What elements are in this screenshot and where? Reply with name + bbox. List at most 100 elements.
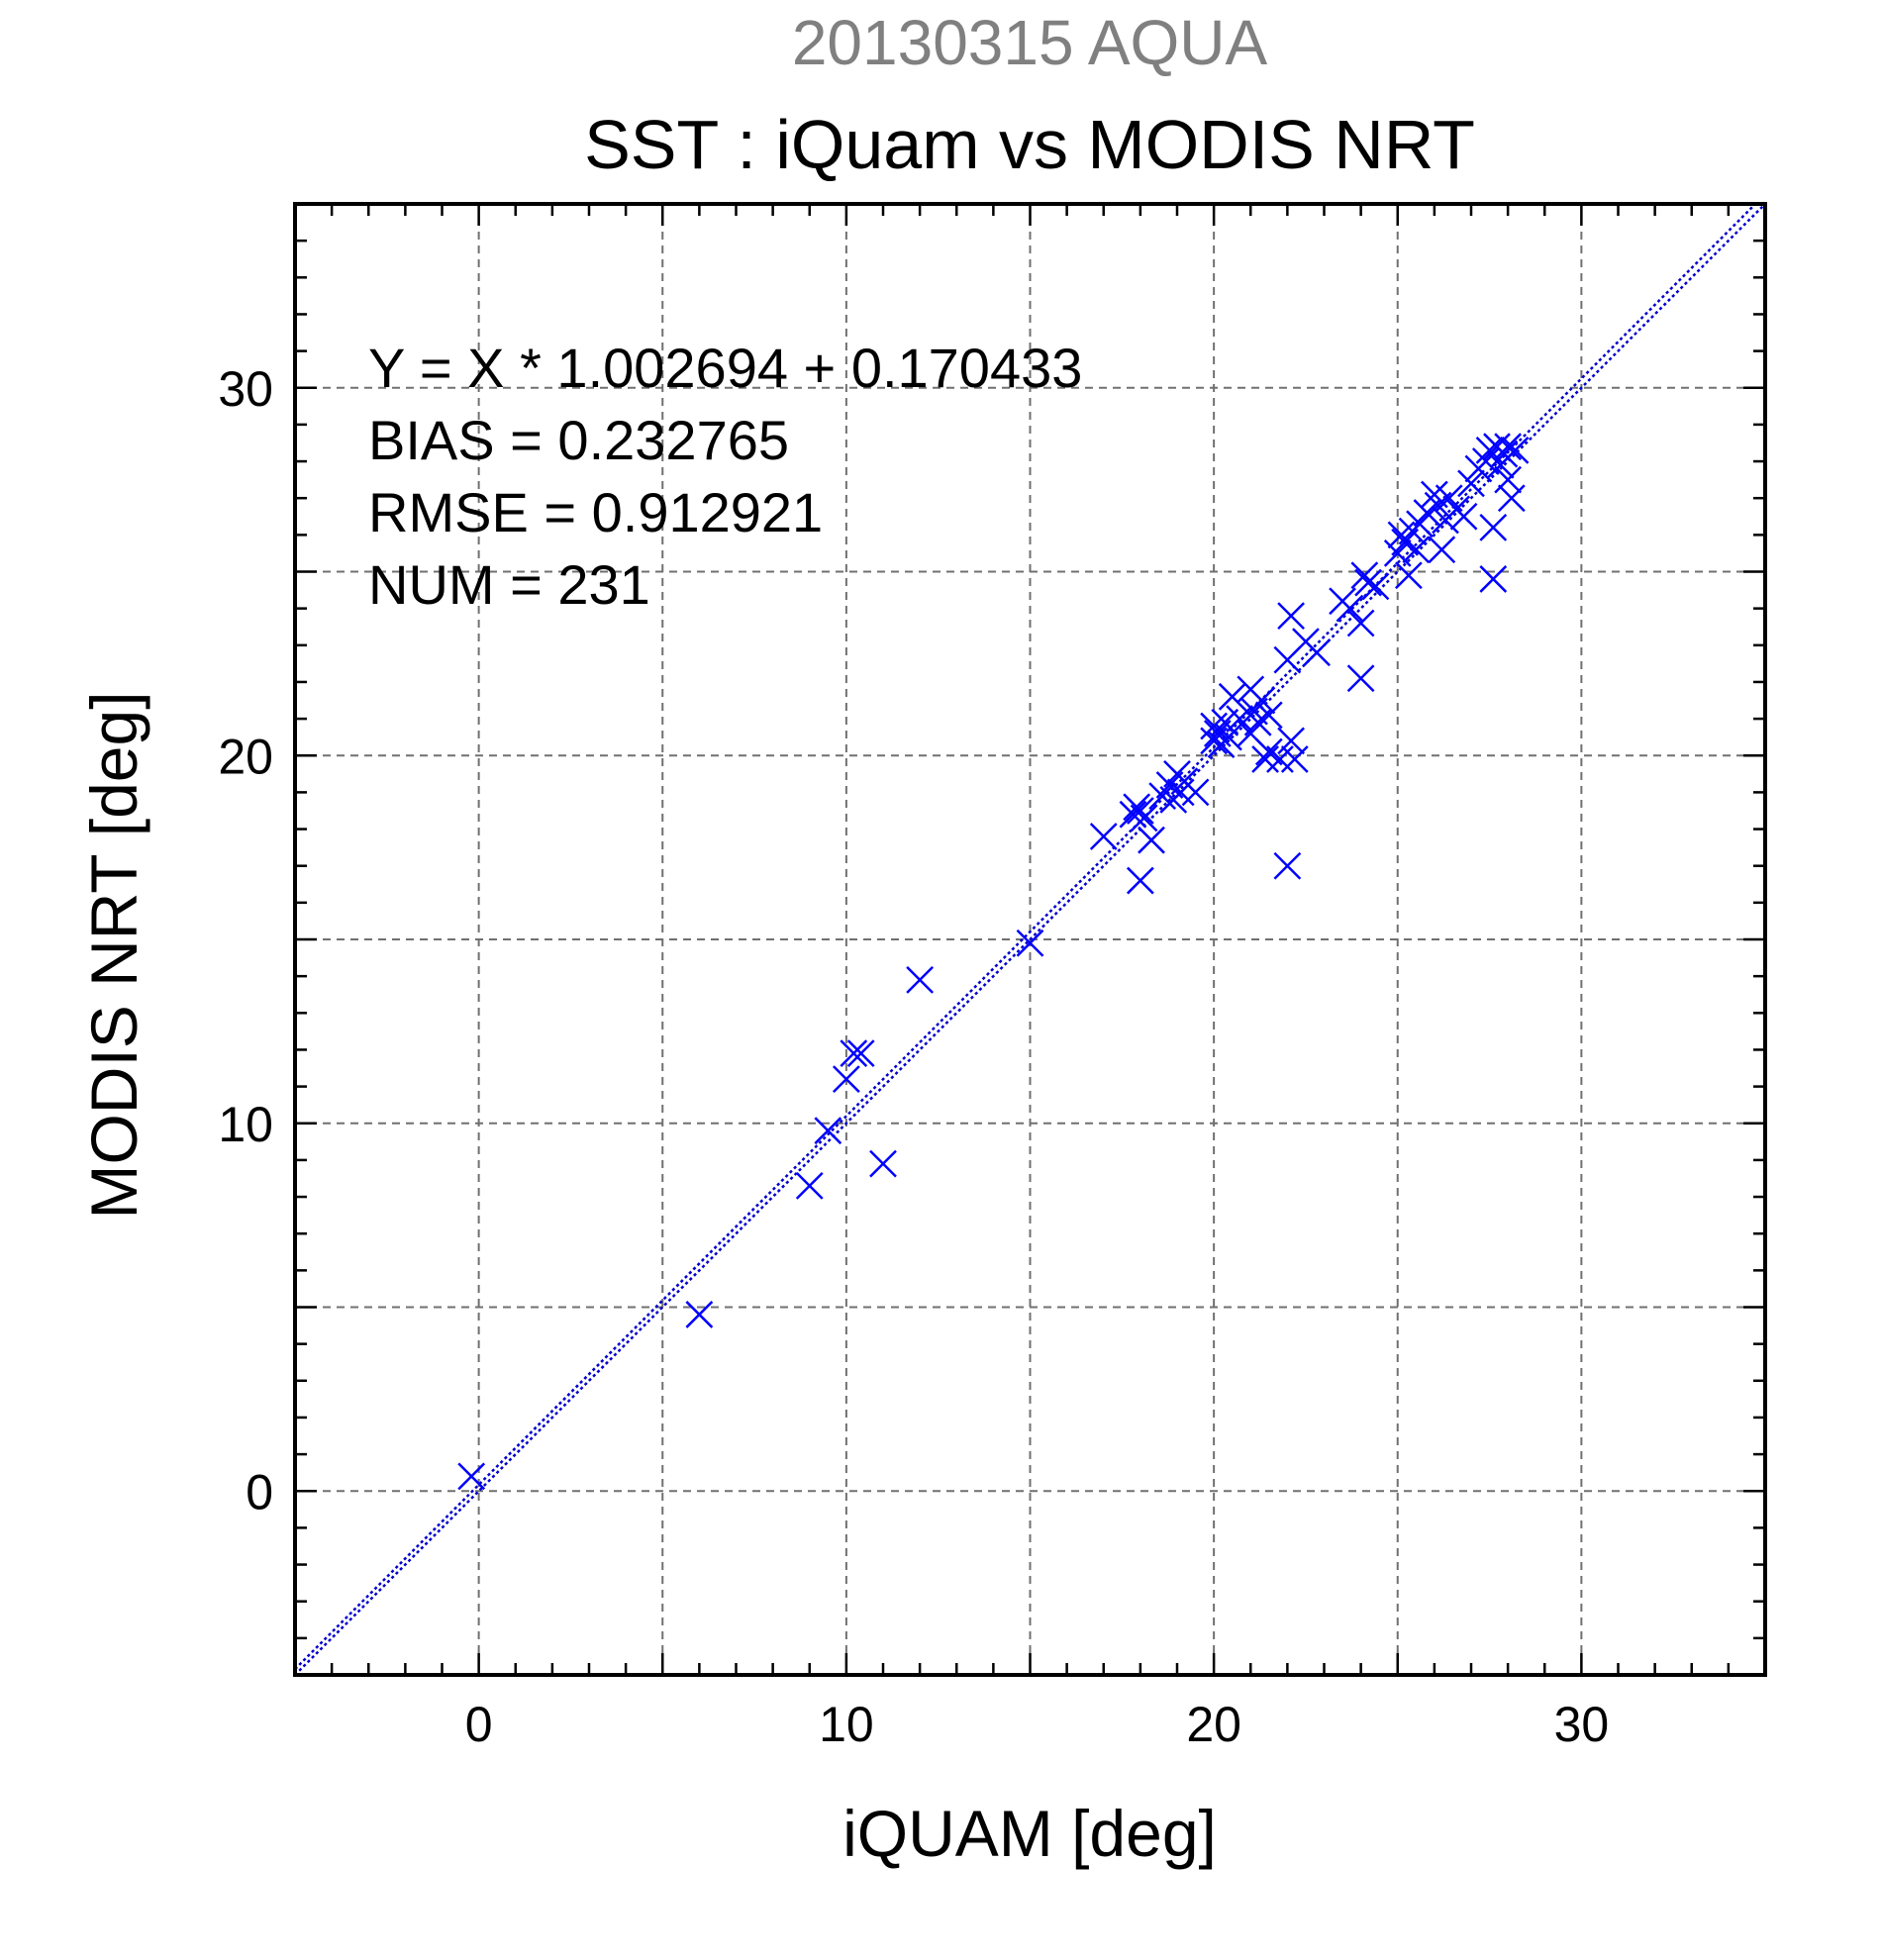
tick-labels: 0 10 20 30 0 10 20 30	[218, 361, 1609, 1752]
data-point-stroke	[1247, 686, 1276, 715]
data-point-stroke	[1402, 536, 1431, 564]
data-point-stroke	[1420, 480, 1448, 509]
data-point	[1226, 705, 1253, 733]
y-tick-label: 10	[218, 1097, 273, 1152]
data-point	[1479, 565, 1508, 593]
data-point-stroke	[1126, 866, 1154, 895]
data-point	[1218, 682, 1246, 711]
data-point	[1089, 823, 1118, 850]
y-tick-label: 0	[246, 1464, 273, 1519]
data-point	[1303, 638, 1331, 667]
data-point-stroke	[1126, 797, 1154, 825]
data-point	[1119, 800, 1147, 829]
data-point	[1126, 797, 1154, 825]
data-point-stroke	[1501, 437, 1530, 464]
data-point-stroke	[685, 1301, 714, 1328]
data-point-stroke	[869, 1149, 897, 1178]
data-point	[1501, 437, 1530, 464]
data-point-stroke	[1479, 565, 1508, 593]
data-point-stroke	[1428, 536, 1456, 564]
data-point	[1277, 602, 1305, 630]
data-point-stroke	[1449, 502, 1478, 531]
x-tick-label: 10	[819, 1697, 874, 1752]
data-point	[1361, 572, 1390, 601]
data-point-stroke	[1361, 572, 1390, 601]
data-point	[1346, 609, 1375, 637]
data-point-stroke	[1354, 568, 1382, 597]
data-point-stroke	[1277, 602, 1305, 630]
chart-title: 20130315 AQUA	[792, 7, 1268, 78]
data-point	[1395, 561, 1423, 590]
data-point-stroke	[1387, 521, 1416, 549]
data-point	[1181, 778, 1210, 807]
data-point-stroke	[1254, 737, 1283, 766]
data-point-stroke	[1395, 561, 1423, 590]
y-tick-label: 20	[218, 729, 273, 784]
x-tick-label: 30	[1554, 1697, 1610, 1752]
data-point-stroke	[1119, 800, 1147, 829]
data-point	[1200, 712, 1229, 740]
data-points	[457, 433, 1530, 1491]
data-point	[1130, 804, 1158, 833]
data-point	[1402, 536, 1431, 564]
data-point-stroke	[457, 1462, 486, 1491]
data-point-stroke	[1016, 929, 1044, 957]
data-point-stroke	[1226, 705, 1253, 733]
chart-subtitle: SST : iQuam vs MODIS NRT	[584, 106, 1475, 183]
data-point-stroke	[846, 1039, 875, 1068]
x-tick-label: 20	[1186, 1697, 1241, 1752]
data-point	[840, 1039, 868, 1068]
data-point	[457, 1462, 486, 1491]
data-point-stroke	[1475, 437, 1504, 464]
data-point	[1457, 469, 1485, 498]
data-point-stroke	[795, 1172, 824, 1200]
data-point	[1428, 536, 1456, 564]
data-point-stroke	[1471, 447, 1500, 475]
data-point-stroke	[832, 1065, 860, 1094]
data-point	[1266, 745, 1294, 773]
data-point	[814, 1117, 842, 1145]
data-point-stroke	[1266, 745, 1294, 773]
data-point-stroke	[814, 1117, 842, 1145]
data-point	[1346, 664, 1375, 693]
data-point-stroke	[1479, 514, 1508, 541]
data-point	[685, 1301, 714, 1328]
data-point-stroke	[1166, 778, 1195, 807]
data-point-stroke	[1277, 727, 1305, 755]
fit-equation-label: Y = X * 1.002694 + 0.170433	[368, 337, 1082, 399]
plot-frame	[293, 202, 1767, 1677]
y-axis-label: MODIS NRT [deg]	[77, 691, 150, 1219]
data-point-stroke	[1346, 664, 1375, 693]
data-point-stroke	[1435, 484, 1463, 513]
data-point-stroke	[1251, 745, 1279, 773]
data-point	[1138, 826, 1165, 854]
data-point	[1254, 701, 1283, 730]
data-point-stroke	[906, 965, 935, 994]
data-point-stroke	[1336, 594, 1364, 623]
data-point	[1494, 465, 1523, 494]
x-tick-label: 0	[465, 1697, 493, 1752]
x-axis-label: iQUAM [deg]	[842, 1797, 1217, 1870]
data-point-stroke	[1280, 745, 1309, 773]
data-point	[869, 1149, 897, 1178]
data-point	[795, 1172, 824, 1200]
data-point	[1280, 745, 1309, 773]
data-point	[1126, 866, 1154, 895]
data-point	[1336, 594, 1364, 623]
data-point	[1479, 514, 1508, 541]
data-point-stroke	[1494, 465, 1523, 494]
data-point	[846, 1039, 875, 1068]
data-point-stroke	[1138, 826, 1165, 854]
data-point-stroke	[1346, 609, 1375, 637]
data-point-stroke	[1490, 440, 1519, 468]
data-point-stroke	[1494, 433, 1523, 461]
data-point	[1494, 433, 1523, 461]
data-point-stroke	[1089, 823, 1118, 850]
stats-annotation: Y = X * 1.002694 + 0.170433 BIAS = 0.232…	[368, 337, 1082, 616]
data-point	[1251, 745, 1279, 773]
data-point-stroke	[1215, 723, 1242, 751]
num-label: NUM = 231	[368, 553, 650, 616]
data-point	[1490, 440, 1519, 468]
data-point	[1273, 851, 1302, 880]
